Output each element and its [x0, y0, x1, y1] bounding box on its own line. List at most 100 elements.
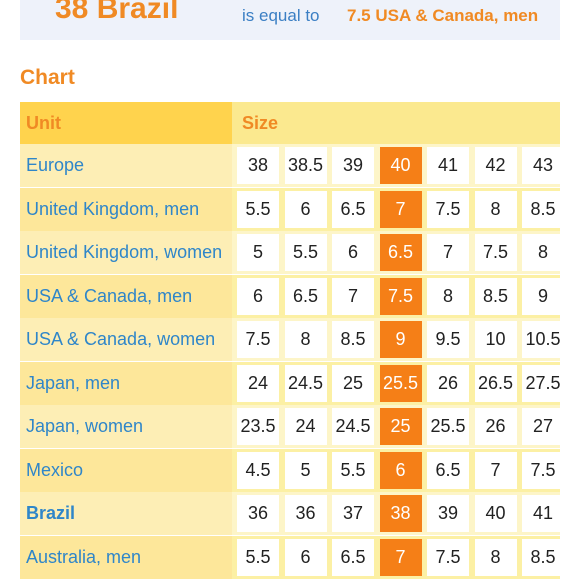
size-cell: 42: [474, 147, 517, 184]
unit-cell: [20, 187, 232, 231]
size-cell: 7.5: [522, 451, 560, 489]
size-cell: 24.5: [332, 408, 374, 445]
size-cell: 6.5: [332, 190, 374, 228]
size-cell: 7.5: [427, 190, 469, 228]
size-cell: 9: [522, 277, 560, 315]
size-cell: 7: [427, 234, 469, 271]
size-cell: 26: [474, 408, 517, 445]
size-cell: 43: [522, 147, 560, 184]
size-cell: 25: [332, 364, 374, 402]
size-cell: 6.5: [427, 451, 469, 489]
unit-cell: [20, 231, 232, 274]
table-header-row: Unit Size: [20, 102, 560, 144]
table-row: Japan, women 23.5 24 24.5 25 25.5 26 27: [20, 405, 560, 448]
size-cell: 9.5: [427, 321, 469, 358]
size-cell: 8.5: [522, 538, 560, 576]
unit-label: USA & Canada, women: [26, 329, 216, 349]
unit-cell: [20, 492, 232, 535]
size-cell: 7.5: [237, 321, 279, 358]
unit-label: United Kingdom, women: [26, 242, 223, 262]
highlighted-size-cell: 9: [379, 321, 422, 358]
highlighted-size-cell: 7: [379, 538, 422, 576]
size-cell: 24: [284, 408, 327, 445]
conversion-result-box: [20, 0, 560, 40]
size-cell: 8.5: [474, 277, 517, 315]
unit-cell: [20, 405, 232, 448]
size-cell: 24: [237, 364, 279, 402]
table-row: Mexico 4.5 5 5.5 6 6.5 7 7.5: [20, 448, 560, 492]
size-cell: 8: [474, 190, 517, 228]
size-cell: 8.5: [522, 190, 560, 228]
unit-label: Japan, men: [26, 372, 121, 393]
size-cell: 39: [427, 495, 469, 532]
size-cell: 6.5: [332, 538, 374, 576]
size-cell: 23.5: [237, 408, 279, 445]
unit-header: Unit: [26, 113, 61, 133]
size-cell: 7.5: [474, 234, 517, 271]
unit-label: USA & Canada, men: [26, 285, 193, 306]
table-row: USA & Canada, men 6 6.5 7 7.5 8 8.5 9: [20, 274, 560, 318]
size-cell: 5.5: [237, 190, 279, 228]
unit-cell: [20, 361, 232, 405]
size-cell: 6: [332, 234, 374, 271]
table-row: Brazil 36 36 37 38 39 40 41: [20, 492, 560, 535]
size-cell: 5: [284, 451, 327, 489]
size-cell: 41: [522, 495, 560, 532]
size-cell: 26.5: [474, 364, 517, 402]
highlighted-size-cell: 6.5: [379, 234, 422, 271]
highlighted-size-cell: 40: [379, 147, 422, 184]
source-size-value: 38 Brazil: [55, 0, 179, 25]
size-cell: 6: [284, 538, 327, 576]
highlighted-size-cell: 38: [379, 495, 422, 532]
size-cell: 7.5: [427, 538, 469, 576]
size-cell: 36: [237, 495, 279, 532]
size-cell: 24.5: [284, 364, 327, 402]
unit-cell: [20, 274, 232, 318]
size-cell: 5: [237, 234, 279, 271]
size-cell: 8.5: [332, 321, 374, 358]
size-cell: 7: [474, 451, 517, 489]
size-cell: 7: [332, 277, 374, 315]
size-cell: 41: [427, 147, 469, 184]
size-cell: 10.5: [522, 321, 560, 358]
size-header: Size: [242, 113, 279, 133]
size-cell: 8: [284, 321, 327, 358]
size-cell: 26: [427, 364, 469, 402]
table-row: Japan, men 24 24.5 25 25.5 26 26.5 27.5: [20, 361, 560, 405]
table-row: Europe 38 38.5 39 40 41 42 43: [20, 144, 560, 187]
size-cell: 38: [237, 147, 279, 184]
highlighted-size-cell: 7.5: [379, 277, 422, 315]
size-cell: 8: [474, 538, 517, 576]
size-cell: 5.5: [332, 451, 374, 489]
size-cell: 37: [332, 495, 374, 532]
unit-cell: [20, 318, 232, 361]
chart-heading: Chart: [20, 66, 75, 89]
size-cell: 8: [427, 277, 469, 315]
unit-label: Australia, men: [26, 546, 142, 567]
size-cell: 25.5: [427, 408, 469, 445]
table-row: Australia, men 5.5 6 6.5 7 7.5 8 8.5: [20, 535, 560, 579]
unit-label: United Kingdom, men: [26, 198, 200, 219]
table-row: United Kingdom, women 5 5.5 6 6.5 7 7.5 8: [20, 231, 560, 274]
size-chart-table: Unit Size Europe 38 38.5 39 40 41 42 43 United K…: [20, 102, 560, 580]
highlighted-size-cell: 25: [379, 408, 422, 445]
converted-size-value: 7.5 USA & Canada, men: [347, 6, 539, 25]
unit-label: Brazil: [26, 503, 76, 523]
size-cell: 6: [284, 190, 327, 228]
size-cell: 38.5: [284, 147, 327, 184]
table-row: United Kingdom, men 5.5 6 6.5 7 7.5 8 8.5: [20, 187, 560, 231]
size-cell: 8: [522, 234, 560, 271]
size-cell: 36: [284, 495, 327, 532]
unit-label: Mexico: [26, 459, 84, 480]
highlighted-size-cell: 25.5: [379, 364, 422, 402]
size-cell: 6.5: [284, 277, 327, 315]
size-cell: 5.5: [237, 538, 279, 576]
unit-cell: [20, 144, 232, 187]
unit-cell: [20, 535, 232, 579]
unit-cell: [20, 448, 232, 492]
unit-label: Japan, women: [26, 416, 144, 436]
size-cell: 6: [237, 277, 279, 315]
highlighted-size-cell: 7: [379, 190, 422, 228]
size-cell: 10: [474, 321, 517, 358]
size-cell: 39: [332, 147, 374, 184]
